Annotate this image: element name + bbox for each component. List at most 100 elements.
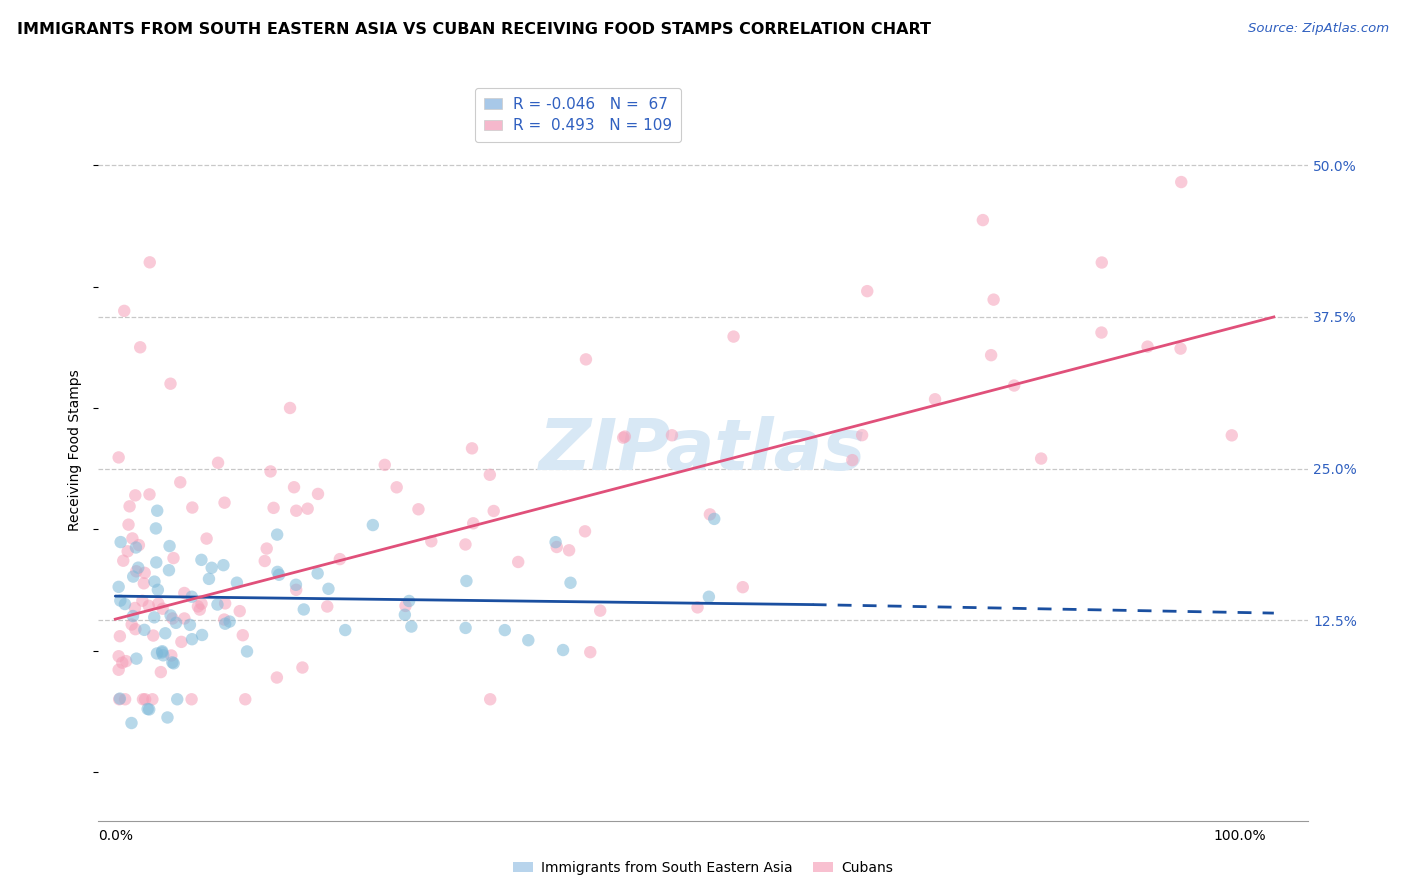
Point — [560, 575, 582, 590]
Point — [394, 599, 416, 613]
Point — [155, 626, 177, 640]
Point — [131, 593, 153, 607]
Point — [108, 691, 131, 706]
Point — [112, 554, 135, 568]
Point — [266, 671, 288, 685]
Point — [212, 613, 235, 627]
Point — [195, 532, 218, 546]
Point — [699, 508, 721, 522]
Point — [162, 551, 184, 566]
Point — [1091, 255, 1114, 269]
Point — [546, 540, 568, 554]
Point — [110, 593, 132, 607]
Point — [142, 628, 165, 642]
Point — [160, 648, 183, 663]
Point — [225, 575, 247, 590]
Point — [150, 645, 173, 659]
Point — [132, 576, 155, 591]
Point — [207, 456, 229, 470]
Point — [924, 392, 946, 407]
Point — [214, 596, 236, 610]
Legend: Immigrants from South Eastern Asia, Cubans: Immigrants from South Eastern Asia, Cuba… — [508, 855, 898, 880]
Point — [335, 623, 357, 637]
Point — [121, 617, 143, 632]
Point — [187, 599, 209, 614]
Point — [544, 535, 567, 549]
Point — [686, 600, 709, 615]
Point — [256, 541, 278, 556]
Point — [575, 352, 598, 367]
Point — [589, 604, 612, 618]
Point — [212, 558, 235, 573]
Point — [138, 702, 160, 716]
Point — [157, 563, 180, 577]
Point — [162, 611, 184, 625]
Point — [141, 692, 163, 706]
Point — [121, 532, 143, 546]
Point — [661, 428, 683, 442]
Point — [152, 601, 174, 615]
Point — [508, 555, 530, 569]
Point — [166, 692, 188, 706]
Point — [232, 628, 254, 642]
Point — [107, 649, 129, 664]
Point — [149, 665, 172, 679]
Point — [118, 500, 141, 514]
Point — [132, 692, 155, 706]
Point — [146, 582, 169, 597]
Point — [318, 582, 340, 596]
Point — [145, 521, 167, 535]
Point — [1170, 175, 1192, 189]
Point — [121, 716, 143, 731]
Point — [731, 580, 754, 594]
Point — [236, 644, 259, 658]
Point — [983, 293, 1005, 307]
Point — [146, 647, 169, 661]
Point — [703, 512, 725, 526]
Point — [456, 574, 478, 588]
Point — [385, 480, 408, 494]
Point — [107, 450, 129, 465]
Point — [156, 710, 179, 724]
Point — [114, 597, 136, 611]
Point — [173, 586, 195, 600]
Point — [129, 340, 152, 354]
Point — [551, 643, 574, 657]
Point — [398, 594, 420, 608]
Point — [165, 615, 187, 630]
Point — [478, 467, 501, 482]
Point — [143, 610, 166, 624]
Point — [229, 604, 252, 618]
Point — [1220, 428, 1243, 442]
Point — [612, 431, 634, 445]
Point — [278, 401, 301, 415]
Point — [307, 566, 329, 581]
Point — [170, 635, 193, 649]
Point — [292, 602, 315, 616]
Point — [122, 609, 145, 624]
Point — [108, 692, 131, 706]
Point — [152, 648, 174, 663]
Point — [124, 488, 146, 502]
Point — [114, 692, 136, 706]
Point — [1170, 342, 1192, 356]
Point — [851, 428, 873, 442]
Point — [108, 629, 131, 643]
Point — [856, 284, 879, 298]
Point — [374, 458, 396, 472]
Point — [408, 502, 430, 516]
Point — [146, 504, 169, 518]
Point — [214, 616, 236, 631]
Point — [401, 619, 423, 633]
Point — [143, 574, 166, 589]
Point — [266, 565, 288, 579]
Point — [218, 615, 240, 629]
Point — [482, 504, 505, 518]
Point — [285, 504, 308, 518]
Point — [107, 663, 129, 677]
Point — [162, 656, 184, 670]
Legend: R = -0.046   N =  67, R =  0.493   N = 109: R = -0.046 N = 67, R = 0.493 N = 109 — [475, 88, 682, 143]
Point — [613, 429, 636, 443]
Point — [558, 543, 581, 558]
Point — [138, 599, 160, 613]
